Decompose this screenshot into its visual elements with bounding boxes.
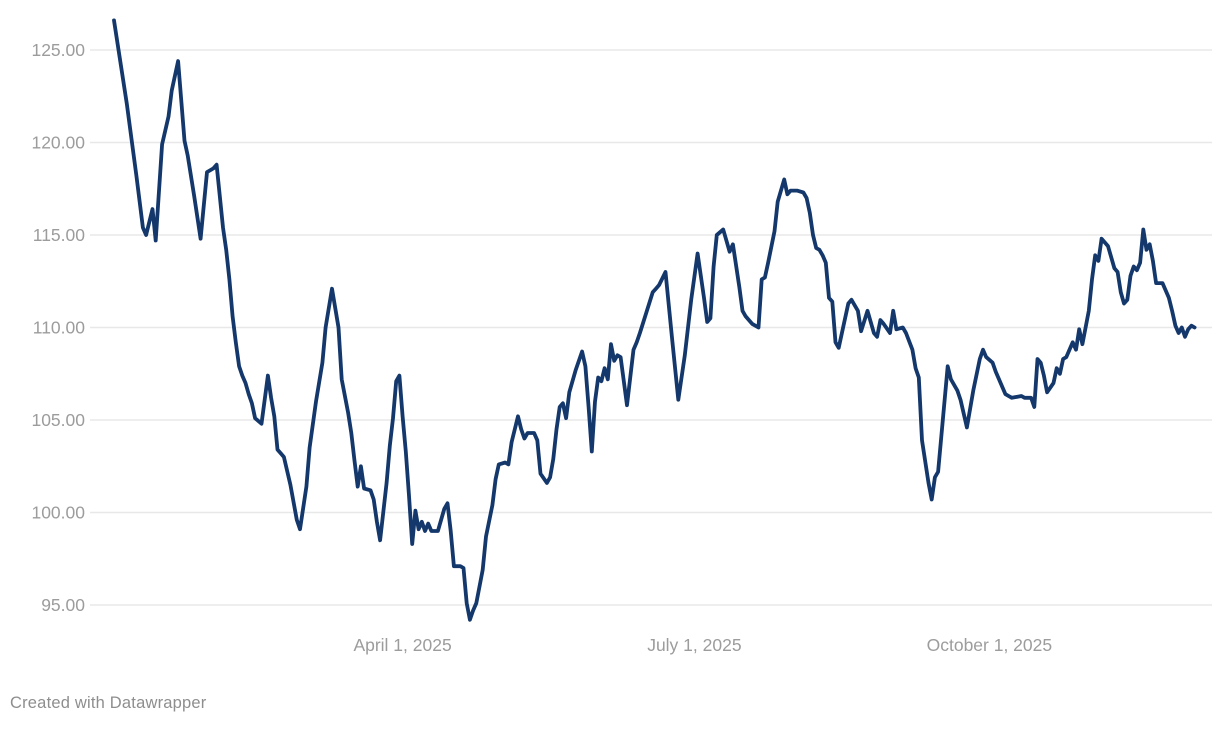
credit-text: Created with Datawrapper xyxy=(10,694,207,712)
y-tick-label: 95.00 xyxy=(41,595,85,615)
line-chart: 125.00 120.00 115.00 110.00 105.00 100.00 95.0… xyxy=(31,18,1212,655)
y-tick-label: 110.00 xyxy=(33,318,85,338)
y-tick-label: 120.00 xyxy=(31,133,85,153)
y-tick-label: 105.00 xyxy=(31,410,85,430)
y-tick-label: 115.00 xyxy=(33,225,85,245)
y-tick-label: 100.00 xyxy=(31,503,85,523)
x-tick-label: April 1, 2025 xyxy=(353,635,451,655)
line-chart-svg: 125.00 120.00 115.00 110.00 105.00 100.00 95.0… xyxy=(31,18,1212,655)
y-tick-label: 125.00 xyxy=(31,40,85,60)
x-tick-label: July 1, 2025 xyxy=(647,635,741,655)
x-tick-label: October 1, 2025 xyxy=(927,635,1053,655)
series-line-price-index xyxy=(112,18,1197,622)
